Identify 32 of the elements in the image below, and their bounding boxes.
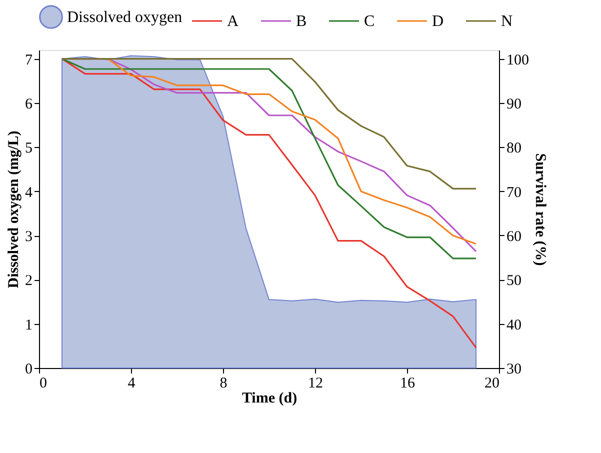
y2-tick-label: 30 xyxy=(506,362,522,378)
line-series xyxy=(61,58,477,190)
y2-axis-title: Survival rate (%) xyxy=(532,153,548,266)
x-tick-label: 4 xyxy=(128,376,136,392)
y2-tick-label: 100 xyxy=(506,52,529,68)
x-tick-label: 8 xyxy=(220,376,228,392)
y-tick-label: 5 xyxy=(25,140,32,157)
x-axis-title: Time (d) xyxy=(242,390,298,406)
y2-tick-label: 80 xyxy=(506,140,522,157)
y-tick-label: 2 xyxy=(25,273,32,290)
legend-label: Dissolved oxygen xyxy=(67,9,182,26)
legend-label: N xyxy=(501,13,513,30)
x-tick-label: 12 xyxy=(308,376,323,392)
legend-label: D xyxy=(432,13,444,30)
y-axis-title: Dissolved oxygen (mg/L) xyxy=(6,130,22,288)
y-tick-label: 3 xyxy=(25,229,32,245)
legend-label: B xyxy=(296,13,307,30)
y-tick-label: 0 xyxy=(25,362,32,378)
y-tick-label: 7 xyxy=(25,52,33,68)
y-tick-label: 4 xyxy=(25,184,33,201)
y2-tick-label: 40 xyxy=(506,317,522,334)
x-tick-label: 16 xyxy=(400,376,416,392)
y2-tick-label: 70 xyxy=(506,184,522,201)
legend-label: A xyxy=(227,13,239,30)
legend-label: C xyxy=(364,13,375,30)
y-tick-label: 1 xyxy=(25,317,32,334)
y2-tick-label: 60 xyxy=(506,229,522,245)
y2-tick-label: 50 xyxy=(506,273,522,290)
y2-tick-label: 90 xyxy=(506,96,522,112)
x-tick-label: 20 xyxy=(484,376,500,392)
y-tick-label: 6 xyxy=(25,96,33,112)
x-tick-label: 0 xyxy=(40,376,47,392)
